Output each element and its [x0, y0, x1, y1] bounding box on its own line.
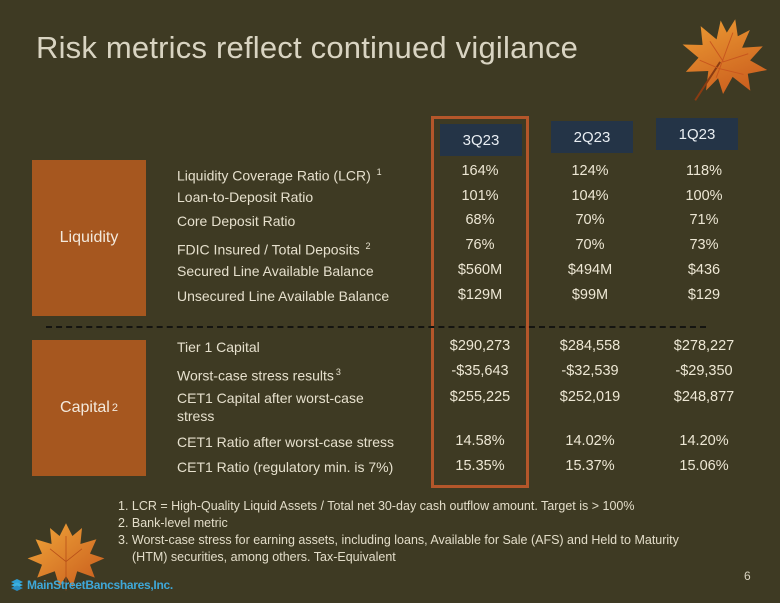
section-divider — [46, 326, 706, 328]
liquidity-row-label: Liquidity Coverage Ratio (LCR) 1 — [177, 167, 382, 184]
liquidity-label-text: Liquidity — [59, 229, 119, 246]
liquidity-value-2q23: 70% — [575, 237, 605, 253]
liquidity-value-1q23: $436 — [687, 262, 721, 278]
logo-text: MainStreetBancshares,Inc. — [27, 578, 173, 592]
capital-row-label: Tier 1 Capital — [177, 339, 260, 355]
column-header-2q23: 2Q23 — [551, 121, 633, 153]
liquidity-value-3q23: 101% — [461, 188, 499, 204]
capital-value-2q23: 14.02% — [565, 433, 615, 449]
maple-leaf-icon — [682, 19, 768, 101]
capital-value-1q23: 15.06% — [679, 458, 729, 474]
page-title: Risk metrics reflect continued vigilance — [36, 30, 579, 65]
maple-leaf-icon — [27, 523, 105, 591]
liquidity-value-1q23: $129 — [687, 287, 721, 303]
liquidity-value-1q23: 71% — [689, 212, 719, 228]
liquidity-row-label: Loan-to-Deposit Ratio — [177, 189, 314, 205]
liquidity-value-2q23: 124% — [571, 163, 609, 179]
capital-value-2q23: $284,558 — [559, 338, 621, 354]
liquidity-section-label: Liquidity — [32, 160, 146, 316]
capital-value-3q23: -$35,643 — [451, 363, 509, 379]
capital-value-3q23: 15.35% — [455, 458, 505, 474]
capital-value-1q23: -$29,350 — [675, 363, 733, 379]
liquidity-value-3q23: 164% — [461, 163, 499, 179]
liquidity-value-2q23: 70% — [575, 212, 605, 228]
capital-value-2q23: 15.37% — [565, 458, 615, 474]
capital-value-1q23: 14.20% — [679, 433, 729, 449]
capital-label-text: Capital — [60, 399, 110, 416]
footnotes: 1. LCR = High-Quality Liquid Assets / To… — [118, 498, 679, 566]
liquidity-value-3q23: $129M — [457, 287, 503, 303]
liquidity-value-2q23: $99M — [571, 287, 609, 303]
capital-row-label: Worst-case stress results 3 — [177, 367, 341, 384]
liquidity-value-3q23: $560M — [457, 262, 503, 278]
liquidity-value-3q23: 76% — [465, 237, 495, 253]
capital-value-3q23: $290,273 — [449, 338, 511, 354]
liquidity-value-1q23: 118% — [685, 163, 722, 179]
page-number: 6 — [744, 569, 751, 583]
column-header-3q23: 3Q23 — [440, 124, 522, 156]
liquidity-value-1q23: 73% — [689, 237, 719, 253]
liquidity-row-label: Secured Line Available Balance — [177, 263, 374, 279]
capital-value-3q23: 14.58% — [455, 433, 505, 449]
liquidity-row-label: Core Deposit Ratio — [177, 213, 296, 229]
capital-value-3q23: $255,225 — [449, 389, 511, 405]
capital-row-label: CET1 Capital after worst-case stress — [177, 390, 364, 424]
capital-section-label: Capital 2 — [32, 340, 146, 476]
logo-mark-icon — [11, 579, 23, 591]
liquidity-row-label: FDIC Insured / Total Deposits 2 — [177, 241, 371, 258]
capital-footnote-ref: 2 — [111, 402, 118, 414]
liquidity-value-2q23: 104% — [571, 188, 609, 204]
footnote-1: 1. LCR = High-Quality Liquid Assets / To… — [118, 499, 635, 513]
footnote-3-continued: (HTM) securities, among others. Tax-Equi… — [132, 550, 396, 564]
liquidity-row-label: Unsecured Line Available Balance — [177, 288, 390, 304]
footnote-3: 3. Worst-case stress for earning assets,… — [118, 533, 679, 547]
column-header-1q23: 1Q23 — [656, 118, 738, 150]
capital-value-1q23: $248,877 — [673, 389, 735, 405]
liquidity-value-1q23: 100% — [685, 188, 723, 204]
liquidity-value-2q23: $494M — [567, 262, 613, 278]
liquidity-value-3q23: 68% — [465, 212, 495, 228]
footnote-2: 2. Bank-level metric — [118, 516, 228, 530]
capital-value-2q23: $252,019 — [559, 389, 621, 405]
current-quarter-highlight — [431, 116, 529, 488]
capital-value-2q23: -$32,539 — [561, 363, 619, 379]
capital-row-label: CET1 Ratio after worst-case stress — [177, 434, 395, 450]
company-logo: MainStreetBancshares,Inc. — [10, 578, 173, 592]
capital-value-1q23: $278,227 — [673, 338, 735, 354]
capital-row-label: CET1 Ratio (regulatory min. is 7%) — [177, 459, 394, 475]
